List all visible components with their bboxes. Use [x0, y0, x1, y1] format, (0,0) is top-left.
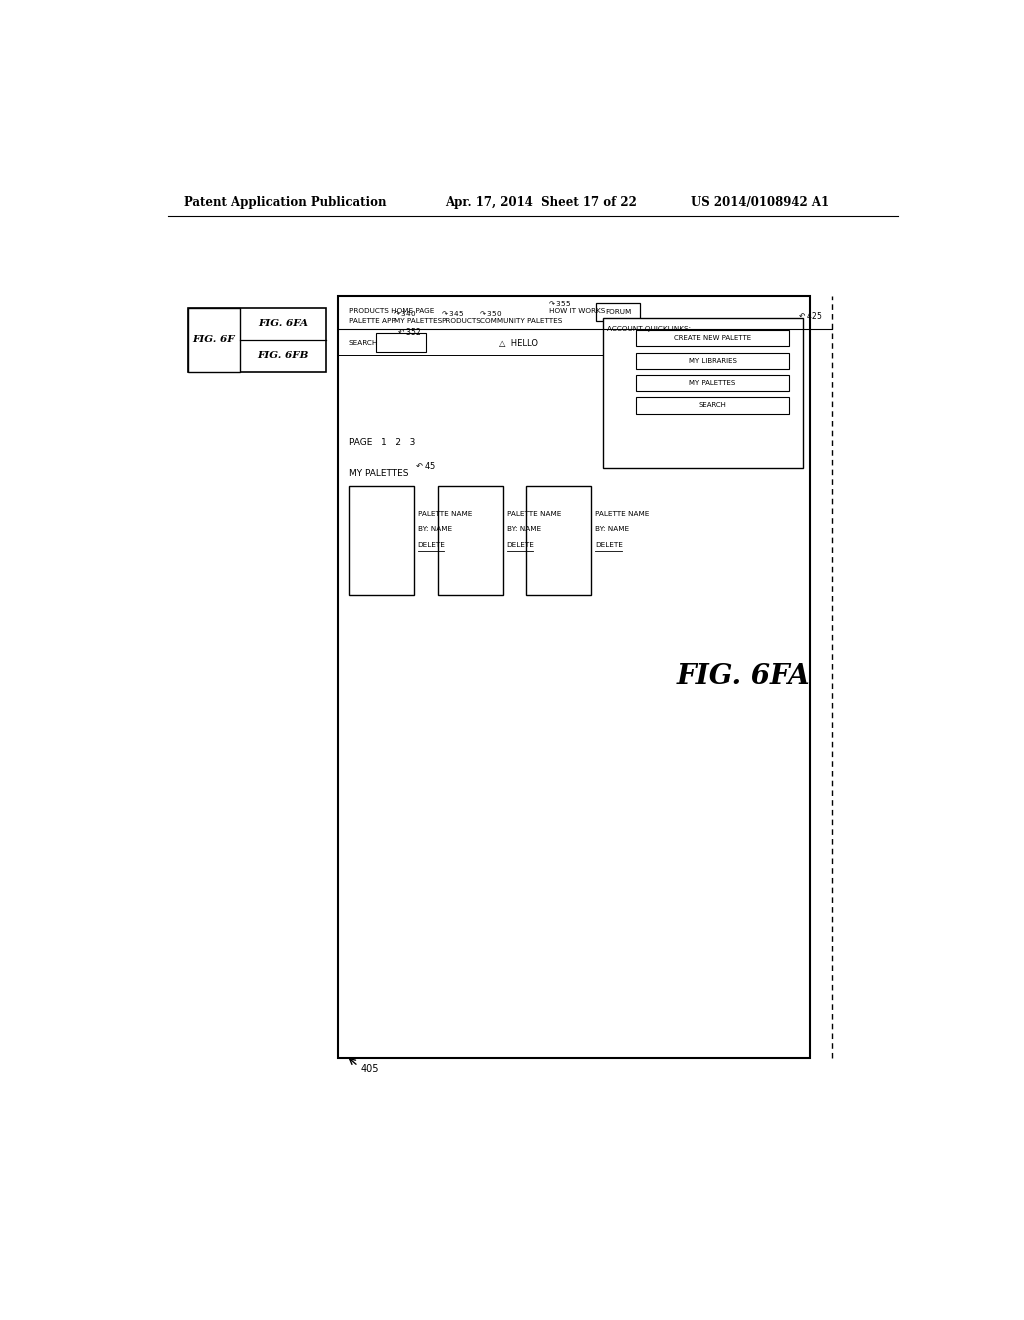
Text: MY LIBRARIES: MY LIBRARIES — [688, 358, 736, 364]
Text: PALETTE APP: PALETTE APP — [348, 318, 395, 323]
FancyBboxPatch shape — [187, 308, 241, 372]
Text: HOW IT WORKS: HOW IT WORKS — [549, 308, 605, 314]
Text: BY: NAME: BY: NAME — [595, 527, 630, 532]
FancyBboxPatch shape — [636, 330, 790, 346]
Text: SEARCH: SEARCH — [348, 341, 378, 346]
Text: FIG. 6FA: FIG. 6FA — [258, 319, 308, 329]
Text: PRODUCTS: PRODUCTS — [441, 318, 481, 323]
Text: BY: NAME: BY: NAME — [507, 527, 541, 532]
FancyBboxPatch shape — [602, 318, 803, 469]
FancyBboxPatch shape — [636, 397, 790, 413]
Text: DELETE: DELETE — [418, 541, 445, 548]
Text: FIG. 6FA: FIG. 6FA — [676, 663, 810, 690]
FancyBboxPatch shape — [636, 375, 790, 391]
Text: DELETE: DELETE — [595, 541, 624, 548]
Text: $\curvearrowleft$45: $\curvearrowleft$45 — [414, 459, 436, 471]
Text: SEARCH: SEARCH — [698, 403, 726, 408]
Text: $\curvearrowright$350: $\curvearrowright$350 — [478, 309, 502, 318]
Text: BY: NAME: BY: NAME — [418, 527, 452, 532]
Text: COMMUNITY PALETTES: COMMUNITY PALETTES — [479, 318, 562, 323]
Text: PRODUCTS HOME PAGE: PRODUCTS HOME PAGE — [348, 308, 434, 314]
Text: $\curvearrowright$355: $\curvearrowright$355 — [547, 300, 571, 309]
FancyBboxPatch shape — [596, 302, 640, 321]
Text: 405: 405 — [360, 1064, 379, 1074]
Text: FIG. 6FB: FIG. 6FB — [258, 351, 309, 360]
FancyBboxPatch shape — [526, 486, 592, 595]
Text: ACCOUNT QUICKLINKS:: ACCOUNT QUICKLINKS: — [606, 326, 690, 333]
FancyBboxPatch shape — [437, 486, 503, 595]
Text: $\curvearrowright$340: $\curvearrowright$340 — [392, 309, 417, 318]
Text: Patent Application Publication: Patent Application Publication — [183, 195, 386, 209]
Text: CREATE NEW PALETTE: CREATE NEW PALETTE — [674, 335, 751, 342]
FancyBboxPatch shape — [636, 352, 790, 368]
Text: PALETTE NAME: PALETTE NAME — [507, 511, 561, 517]
Text: △  HELLO: △ HELLO — [500, 339, 539, 348]
Text: MY PALETTES: MY PALETTES — [394, 318, 442, 323]
Text: DELETE: DELETE — [507, 541, 535, 548]
Text: PALETTE NAME: PALETTE NAME — [418, 511, 472, 517]
Text: $\curvearrowleft$352: $\curvearrowleft$352 — [396, 326, 421, 337]
Text: Apr. 17, 2014  Sheet 17 of 22: Apr. 17, 2014 Sheet 17 of 22 — [445, 195, 637, 209]
FancyBboxPatch shape — [338, 296, 811, 1057]
Text: US 2014/0108942 A1: US 2014/0108942 A1 — [691, 195, 829, 209]
Text: $\curvearrowleft$425: $\curvearrowleft$425 — [797, 310, 822, 322]
Text: MY PALETTES: MY PALETTES — [348, 469, 409, 478]
Text: FORUM: FORUM — [605, 309, 631, 315]
Text: FIG. 6F: FIG. 6F — [193, 335, 236, 345]
Text: MY PALETTES: MY PALETTES — [689, 380, 735, 385]
FancyBboxPatch shape — [348, 486, 414, 595]
FancyBboxPatch shape — [187, 308, 327, 372]
Text: $\curvearrowright$345: $\curvearrowright$345 — [440, 309, 464, 318]
FancyBboxPatch shape — [377, 333, 426, 351]
Text: PALETTE NAME: PALETTE NAME — [595, 511, 650, 517]
Text: PAGE   1   2   3: PAGE 1 2 3 — [348, 438, 415, 447]
